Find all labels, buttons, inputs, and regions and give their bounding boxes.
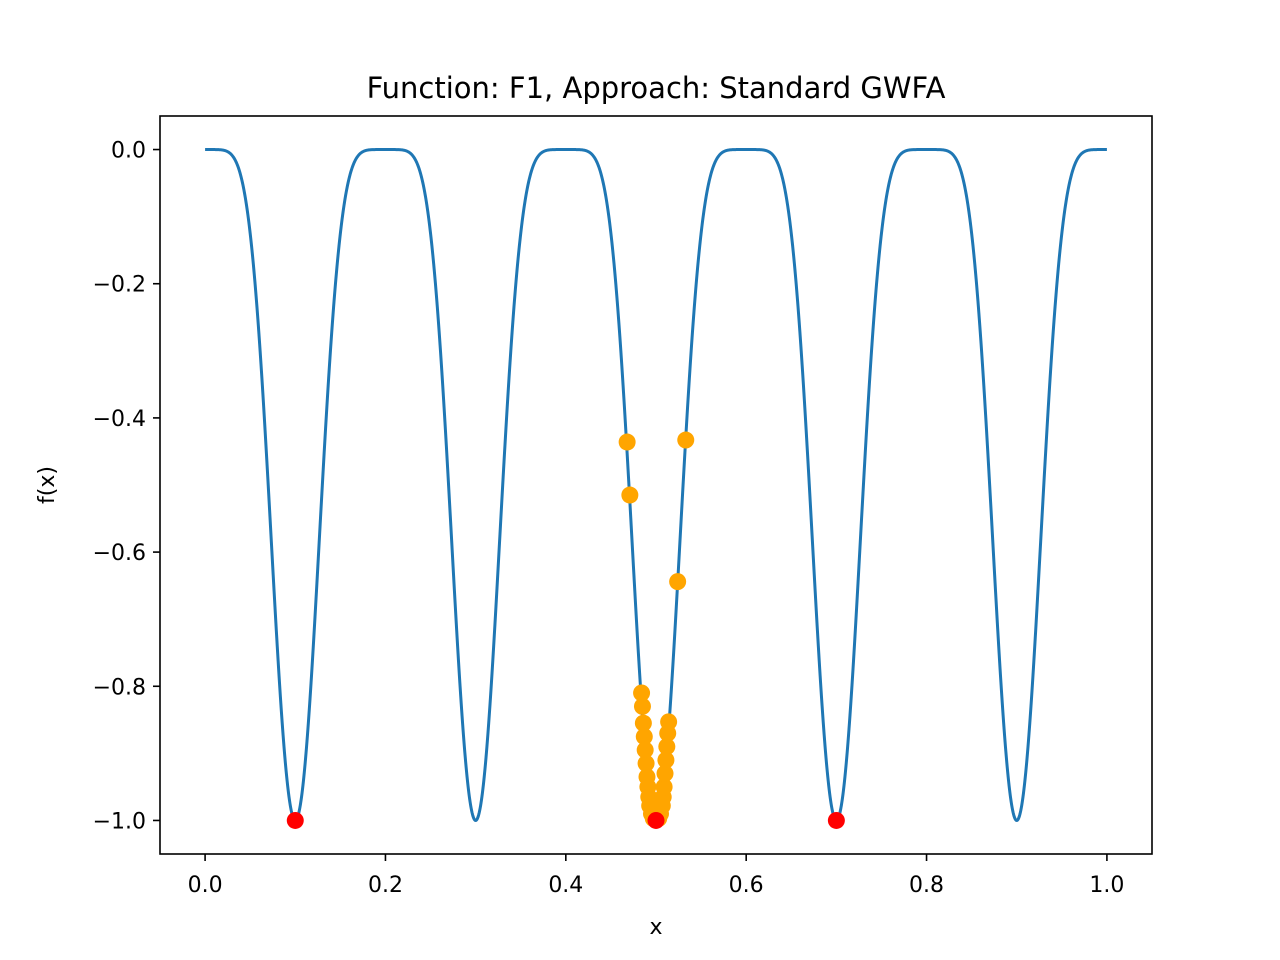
chart-title: Function: F1, Approach: Standard GWFA: [367, 71, 946, 105]
population-point: [660, 713, 678, 731]
optimum-point: [286, 811, 304, 829]
population-point: [657, 751, 675, 769]
x-tick-label: 0.4: [548, 873, 583, 898]
population-point: [633, 697, 651, 715]
y-tick-label: 0.0: [111, 139, 146, 164]
x-axis: 0.0 0.2 0.4 0.6 0.8 1.0: [188, 854, 1124, 898]
population-point: [669, 573, 687, 591]
optimum-point: [827, 811, 845, 829]
population-point: [636, 741, 654, 759]
y-tick-label: −1.0: [93, 809, 146, 834]
x-tick-label: 1.0: [1089, 873, 1124, 898]
axes-frame: [159, 115, 1153, 855]
y-axis: 0.0 −0.2 −0.4 −0.6 −0.8 −1.0: [93, 139, 160, 834]
population-point: [635, 728, 653, 746]
population-point: [658, 738, 676, 756]
plot-area: [205, 148, 1107, 829]
population-point: [618, 433, 636, 451]
y-tick-label: −0.4: [93, 407, 146, 432]
population-point: [637, 754, 655, 772]
population-point: [633, 684, 651, 702]
population-point: [677, 431, 695, 449]
population-point: [656, 764, 674, 782]
x-tick-label: 0.2: [368, 873, 403, 898]
y-axis-label: f(x): [35, 466, 60, 504]
population-point: [621, 486, 639, 504]
x-tick-label: 0.8: [909, 873, 944, 898]
optimum-point: [647, 811, 665, 829]
x-tick-label: 0.6: [729, 873, 764, 898]
population-point: [634, 714, 652, 732]
y-tick-label: −0.6: [93, 541, 146, 566]
x-tick-label: 0.0: [188, 873, 223, 898]
population-point: [655, 778, 673, 796]
y-tick-label: −0.2: [93, 273, 146, 298]
y-tick-label: −0.8: [93, 675, 146, 700]
x-axis-label: x: [649, 915, 662, 940]
